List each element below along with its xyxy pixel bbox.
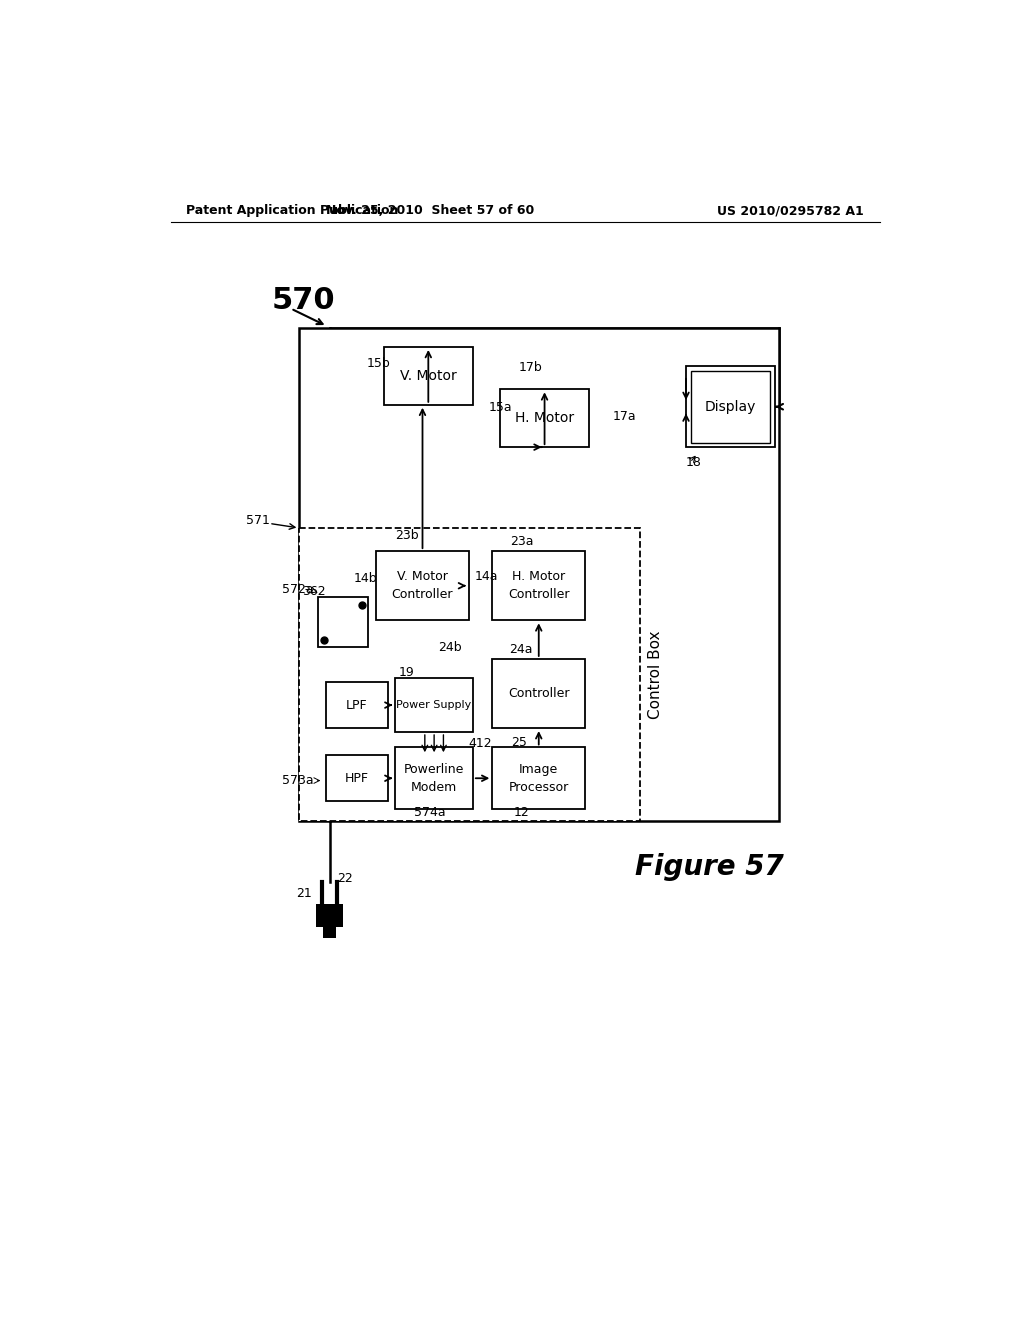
Bar <box>686 367 775 447</box>
Text: 15a: 15a <box>488 400 512 413</box>
Text: Display: Display <box>705 400 757 413</box>
Text: 12: 12 <box>514 807 529 820</box>
Text: 21: 21 <box>296 887 311 900</box>
Text: 362: 362 <box>302 585 326 598</box>
Text: 14a: 14a <box>474 570 498 583</box>
Text: V. Motor: V. Motor <box>397 570 447 583</box>
Text: Controller: Controller <box>508 589 569 602</box>
Text: 573a: 573a <box>283 774 314 787</box>
Text: 24b: 24b <box>438 640 462 653</box>
Text: Power Supply: Power Supply <box>396 700 472 710</box>
Bar <box>315 904 343 927</box>
Text: Control Box: Control Box <box>647 630 663 718</box>
Text: Nov. 25, 2010  Sheet 57 of 60: Nov. 25, 2010 Sheet 57 of 60 <box>326 205 535 218</box>
Text: V. Motor: V. Motor <box>400 368 457 383</box>
Bar <box>384 347 473 405</box>
Bar <box>500 389 589 447</box>
Text: Processor: Processor <box>509 781 569 795</box>
Bar <box>326 755 388 801</box>
Text: 574a: 574a <box>415 807 446 820</box>
Text: H. Motor: H. Motor <box>512 570 565 583</box>
Bar <box>324 927 336 939</box>
Text: Figure 57: Figure 57 <box>635 853 783 880</box>
Text: 571: 571 <box>246 513 270 527</box>
Text: Modem: Modem <box>411 781 458 795</box>
Bar <box>299 528 640 821</box>
Text: H. Motor: H. Motor <box>515 412 574 425</box>
Text: LPF: LPF <box>346 698 368 711</box>
Bar <box>376 552 469 620</box>
Bar <box>493 552 586 620</box>
Text: 572a: 572a <box>283 583 314 597</box>
Text: Image: Image <box>519 763 558 776</box>
Text: 25: 25 <box>511 735 527 748</box>
Bar <box>317 597 369 647</box>
Bar <box>395 678 473 733</box>
Text: Patent Application Publication: Patent Application Publication <box>186 205 398 218</box>
Bar <box>690 371 770 442</box>
Text: 14b: 14b <box>354 572 378 585</box>
Text: 22: 22 <box>337 871 353 884</box>
Text: 412: 412 <box>469 737 493 750</box>
Bar <box>395 747 473 809</box>
Bar <box>493 659 586 729</box>
Text: US 2010/0295782 A1: US 2010/0295782 A1 <box>717 205 864 218</box>
Text: Controller: Controller <box>508 686 569 700</box>
Text: 23b: 23b <box>395 529 419 543</box>
Text: Controller: Controller <box>392 589 454 602</box>
Text: 17b: 17b <box>519 362 543 375</box>
Text: 19: 19 <box>398 667 415 680</box>
Text: 23a: 23a <box>510 536 534 548</box>
Text: 15b: 15b <box>367 358 390 371</box>
Bar <box>299 327 779 821</box>
Bar <box>326 682 388 729</box>
Text: 17a: 17a <box>612 409 636 422</box>
Text: Powerline: Powerline <box>403 763 464 776</box>
Text: HPF: HPF <box>345 772 369 785</box>
Text: 24a: 24a <box>509 643 532 656</box>
Bar <box>493 747 586 809</box>
Text: 18: 18 <box>686 455 701 469</box>
Text: 570: 570 <box>271 286 335 315</box>
